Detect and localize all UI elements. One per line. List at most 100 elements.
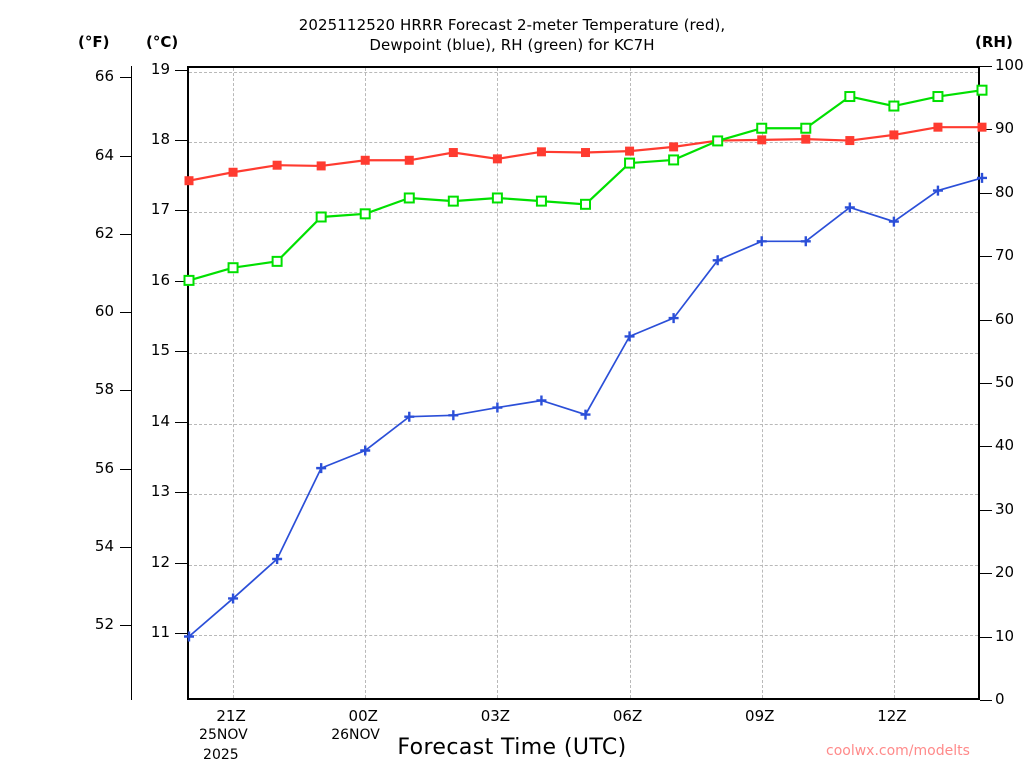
gridline-horizontal: [189, 635, 978, 637]
data-point-marker: [448, 148, 458, 158]
rh-tick-mark: [980, 700, 992, 701]
data-point-marker: [448, 410, 459, 421]
data-point-marker: [933, 122, 943, 132]
fahrenheit-tick-label: 52: [94, 615, 114, 634]
data-point-marker: [977, 172, 987, 183]
data-series-layer: [183, 84, 988, 642]
celsius-tick-label: 11: [150, 623, 170, 642]
celsius-tick-mark: [175, 280, 187, 282]
x-tick-date-label: 25NOV: [199, 727, 248, 743]
rh-tick-mark: [980, 319, 992, 321]
fahrenheit-tick-label: 58: [94, 380, 114, 399]
data-point-marker: [580, 198, 591, 210]
celsius-tick-label: 15: [150, 341, 170, 360]
data-point-marker: [800, 122, 812, 134]
gridline-vertical: [365, 68, 367, 698]
celsius-tick-mark: [175, 633, 187, 635]
data-point-marker: [845, 136, 855, 146]
data-point-marker: [624, 331, 635, 342]
chart-title-line-1: 2025112520 HRRR Forecast 2-meter Tempera…: [298, 16, 726, 34]
gridline-horizontal: [189, 71, 978, 73]
celsius-tick-mark: [175, 139, 187, 141]
x-tick-label: 00Z: [348, 707, 378, 725]
gridline-vertical: [893, 68, 895, 698]
data-point-marker: [888, 100, 900, 112]
data-point-marker: [228, 167, 238, 177]
gridline-horizontal: [189, 564, 978, 566]
data-point-marker: [976, 84, 988, 96]
series-line: [188, 89, 983, 282]
credit-watermark: coolwx.com/modelts: [826, 743, 970, 759]
x-axis-title: Forecast Time (UTC): [397, 735, 627, 760]
rh-tick-mark: [980, 256, 992, 258]
rh-tick-label: 90: [995, 119, 1015, 138]
x-tick-label: 03Z: [480, 707, 511, 725]
data-point-marker: [977, 122, 987, 132]
fahrenheit-tick-label: 66: [94, 67, 114, 86]
gridline-vertical: [497, 68, 499, 698]
rh-tick-mark: [980, 66, 992, 67]
celsius-tick-label: 16: [150, 270, 170, 289]
celsius-tick-mark: [175, 351, 187, 353]
x-tick-year-label: 2025: [203, 747, 239, 763]
celsius-tick-mark: [175, 421, 187, 423]
data-point-marker: [184, 631, 194, 642]
rh-tick-label: 0: [995, 690, 1005, 708]
celsius-tick-label: 13: [150, 482, 170, 501]
data-point-marker: [272, 160, 282, 170]
x-tick-label: 21Z: [216, 707, 246, 725]
data-point-marker: [932, 185, 943, 196]
data-point-marker: [316, 463, 327, 474]
data-point-marker: [756, 122, 768, 134]
chart-title: 2025112520 HRRR Forecast 2-meter Tempera…: [0, 16, 1024, 56]
rh-tick-label: 10: [995, 626, 1015, 645]
fahrenheit-tick-mark: [120, 625, 131, 627]
left-axis-celsius-unit: (°C): [146, 33, 179, 51]
data-point-marker: [756, 236, 767, 247]
data-point-marker: [535, 195, 547, 207]
data-point-marker: [404, 155, 414, 165]
data-point-marker: [491, 192, 503, 204]
data-point-marker: [360, 155, 370, 165]
data-point-marker: [316, 161, 326, 171]
rh-tick-mark: [980, 509, 992, 511]
data-point-marker: [932, 91, 944, 103]
fahrenheit-tick-mark: [120, 546, 131, 548]
rh-tick-label: 100: [995, 56, 1024, 74]
fahrenheit-tick-label: 64: [94, 145, 114, 164]
celsius-tick-label: 17: [150, 200, 170, 219]
data-point-marker: [668, 154, 680, 166]
left-axis-fahrenheit-unit: (°F): [78, 33, 110, 51]
fahrenheit-tick-mark: [120, 468, 131, 470]
data-point-marker: [712, 135, 724, 147]
series-line: [188, 177, 983, 638]
celsius-tick-label: 14: [150, 411, 170, 430]
data-point-marker: [360, 445, 371, 456]
x-tick-label: 09Z: [745, 707, 775, 725]
rh-tick-mark: [980, 573, 992, 575]
gridline-vertical: [761, 68, 763, 698]
data-point-marker: [184, 176, 194, 186]
data-point-marker: [624, 157, 636, 169]
rh-tick-label: 70: [995, 246, 1015, 265]
gridline-horizontal: [189, 353, 978, 355]
series-rh: [183, 84, 988, 286]
gridline-horizontal: [189, 423, 978, 425]
data-point-marker: [625, 146, 635, 156]
rh-tick-mark: [980, 383, 992, 384]
series-dewpoint: [184, 172, 987, 642]
data-point-marker: [536, 395, 547, 406]
data-point-marker: [668, 313, 679, 324]
rh-tick-label: 40: [995, 436, 1015, 455]
gridline-horizontal: [189, 282, 978, 284]
data-point-marker: [492, 154, 502, 164]
data-point-marker: [403, 192, 415, 204]
data-point-marker: [889, 130, 899, 140]
celsius-tick-mark: [175, 69, 187, 71]
data-point-marker: [888, 216, 899, 227]
celsius-tick-mark: [175, 562, 187, 564]
fahrenheit-tick-mark: [120, 77, 131, 79]
data-point-marker: [227, 262, 239, 274]
rh-tick-label: 50: [995, 373, 1015, 391]
